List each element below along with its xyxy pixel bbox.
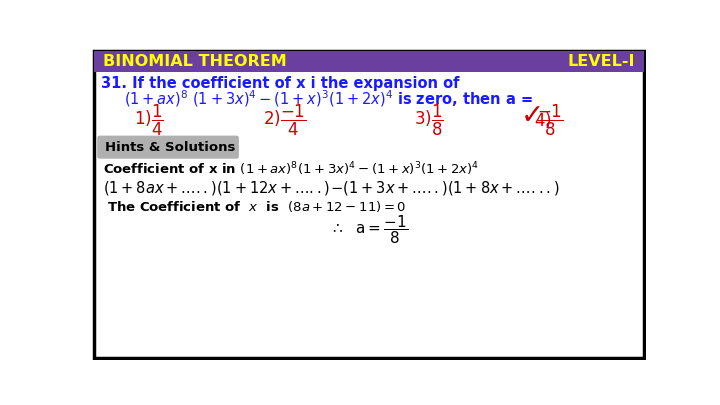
Text: $1)\dfrac{1}{4}$: $1)\dfrac{1}{4}$: [134, 102, 163, 138]
Text: LEVEL-I: LEVEL-I: [568, 54, 636, 69]
Text: $4)$: $4)$: [534, 110, 552, 130]
Text: $(1 + ax)^{8}\ (1 + 3x)^{4} - (1+x)^{3}(1+2x)^{4}$ is zero, then a =: $(1 + ax)^{8}\ (1 + 3x)^{4} - (1+x)^{3}(…: [124, 88, 533, 109]
FancyBboxPatch shape: [97, 136, 239, 159]
Text: ✓: ✓: [521, 102, 544, 130]
Text: The Coefficient of  $x$  is  $(8a + 12 - 11) = 0$: The Coefficient of $x$ is $(8a + 12 - 11…: [107, 199, 407, 214]
Text: $\therefore\ \ \mathrm{a{=}\dfrac{-1}{8}}$: $\therefore\ \ \mathrm{a{=}\dfrac{-1}{8}…: [330, 213, 408, 246]
Text: $3)\dfrac{1}{8}$: $3)\dfrac{1}{8}$: [414, 102, 444, 138]
Text: $\dfrac{-1}{8}$: $\dfrac{-1}{8}$: [537, 102, 563, 138]
Text: BINOMIAL THEOREM: BINOMIAL THEOREM: [102, 54, 287, 69]
Text: Coefficient of x in $(1 + ax)^{8}(1 + 3x)^{4} - (1 + x)^{3}(1 + 2x)^{4}$: Coefficient of x in $(1 + ax)^{8}(1 + 3x…: [102, 161, 479, 178]
Text: $2)\dfrac{-1}{4}$: $2)\dfrac{-1}{4}$: [263, 102, 306, 138]
Text: $(1+8ax+\ldots..)(1+12x+\ldots..)\!-\!(1+3x+\ldots..)(1+8x+\ldots...)$: $(1+8ax+\ldots..)(1+12x+\ldots..)\!-\!(1…: [102, 179, 559, 197]
Text: Hints & Solutions: Hints & Solutions: [105, 141, 235, 153]
Text: 31. If the coefficient of x i the expansion of: 31. If the coefficient of x i the expans…: [101, 76, 459, 91]
Bar: [94, 51, 644, 72]
